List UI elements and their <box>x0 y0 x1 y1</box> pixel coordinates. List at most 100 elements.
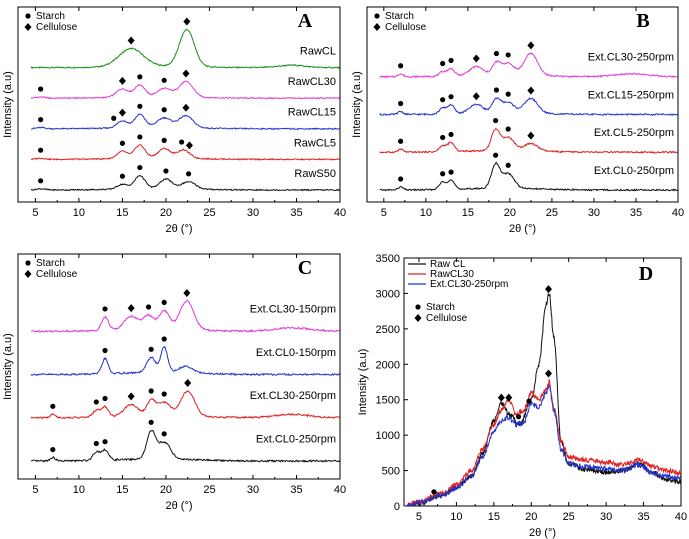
starch-marker <box>38 178 44 184</box>
x-tick-label: 20 <box>504 207 516 219</box>
x-tick-label: 35 <box>637 511 649 523</box>
x-tick-label: 40 <box>334 484 346 496</box>
starch-marker <box>185 171 192 177</box>
starch-marker <box>161 137 167 143</box>
x-tick-label: 5 <box>416 511 422 523</box>
x-tick-label: 10 <box>73 207 85 219</box>
starch-marker <box>526 398 532 404</box>
x-tick-label: 25 <box>546 207 558 219</box>
series-line <box>404 384 682 507</box>
starch-marker <box>161 431 167 437</box>
starch-marker <box>102 395 108 402</box>
series-RawCL30 <box>404 378 682 507</box>
y-tick-label: 3000 <box>376 288 400 300</box>
starch-marker <box>398 138 404 144</box>
x-tick-label: 20 <box>160 207 172 219</box>
series-label: Ext.CL30-150rpm <box>250 304 336 316</box>
cellulose-marker <box>527 131 535 140</box>
cellulose-legend-icon <box>24 270 32 278</box>
legend-label: Cellulose <box>36 22 78 33</box>
peak-markers <box>431 285 552 495</box>
starch-marker <box>398 176 404 182</box>
x-axis-title: 2θ (°) <box>509 223 536 235</box>
x-tick-label: 30 <box>600 511 612 523</box>
series-label: Ext.CL0-150rpm <box>256 347 336 359</box>
y-tick-label: 0 <box>394 501 400 513</box>
series-Ext.CL30-250rpm: Ext.CL30-250rpm <box>379 41 678 79</box>
panel-b: 5 10 15 20 25 30 35 40 2θ (°) Intensity (a.u) B Sta… <box>351 6 684 235</box>
cellulose-marker <box>527 41 535 50</box>
x-tick-label: 10 <box>450 511 462 523</box>
panel-letter: A <box>298 10 313 32</box>
x-tick-label: 20 <box>525 511 537 523</box>
series-Ext.CL15-250rpm: Ext.CL15-250rpm <box>379 86 678 117</box>
cellulose-marker <box>527 86 535 95</box>
starch-legend-icon <box>415 304 421 310</box>
starch-marker <box>493 50 500 57</box>
series-line <box>30 80 340 100</box>
starch-legend-icon <box>374 13 380 19</box>
starch-marker <box>161 107 167 113</box>
starch-marker <box>148 419 154 425</box>
starch-marker <box>161 299 167 306</box>
series-RawCL15: RawCL15 <box>31 103 340 131</box>
y-axis-title: Intensity (a.u) <box>2 333 14 400</box>
series-line <box>31 429 340 463</box>
x-tick-label: 30 <box>588 207 600 219</box>
y-tick-label: 1000 <box>376 430 400 442</box>
x-ticks: 5 10 15 20 25 30 35 40 <box>32 7 346 219</box>
cellulose-marker <box>118 108 126 117</box>
x-tick-label: 35 <box>630 207 642 219</box>
starch-marker <box>111 115 117 121</box>
series-label: Ext.CL30-250rpm <box>588 52 674 64</box>
series-Ext.CL0-250rpm: Ext.CL0-250rpm <box>31 419 340 463</box>
legend-label: RawCL30 <box>430 269 474 280</box>
plot-frame <box>17 6 341 203</box>
cellulose-marker <box>544 369 552 378</box>
starch-marker <box>505 162 511 168</box>
panel-letter: D <box>639 263 653 285</box>
series-label: RawCL30 <box>288 76 336 88</box>
series-RawCL5: RawCL5 <box>30 134 340 161</box>
plot-frame <box>366 6 679 203</box>
plot-frame <box>403 257 682 507</box>
cellulose-marker <box>182 103 190 112</box>
legend-label: Ext.CL30-250rpm <box>430 279 508 290</box>
series-Ext.CL30-250rpm <box>404 384 682 507</box>
cellulose-marker <box>544 285 552 294</box>
cellulose-marker <box>497 393 505 402</box>
series-line <box>31 113 340 131</box>
starch-marker <box>93 399 99 405</box>
x-tick-label: 15 <box>488 511 500 523</box>
series-line <box>379 97 678 117</box>
x-tick-label: 40 <box>334 207 346 219</box>
starch-marker <box>93 440 99 447</box>
starch-marker <box>448 57 454 64</box>
starch-marker <box>440 97 446 103</box>
starch-marker <box>161 77 167 83</box>
starch-marker <box>137 134 143 140</box>
y-ticks: 0 500 1000 1500 2000 2500 3000 3500 <box>376 253 408 513</box>
x-ticks: 5 10 15 20 25 30 35 40 <box>381 7 684 219</box>
cellulose-marker <box>472 54 480 63</box>
starch-marker <box>493 117 499 124</box>
legend-label: Raw CL <box>430 259 466 270</box>
series-label: RawCL5 <box>294 137 336 149</box>
x-tick-label: 35 <box>290 207 302 219</box>
series-RawCL: RawCL <box>30 17 340 70</box>
series-Ext.CL0-150rpm: Ext.CL0-150rpm <box>30 336 340 377</box>
legend-label: Cellulose <box>426 313 468 324</box>
cellulose-marker <box>472 92 480 101</box>
series-Ext.CL5-250rpm: Ext.CL5-250rpm <box>379 117 678 154</box>
starch-marker <box>50 446 56 453</box>
series-line <box>30 28 340 70</box>
series-label: RawCL <box>300 45 336 57</box>
series-RawS50: RawS50 <box>30 164 340 192</box>
starch-marker <box>179 139 185 145</box>
series-line <box>30 390 340 420</box>
series-label: Ext.CL5-250rpm <box>594 127 674 139</box>
starch-marker <box>137 74 143 80</box>
